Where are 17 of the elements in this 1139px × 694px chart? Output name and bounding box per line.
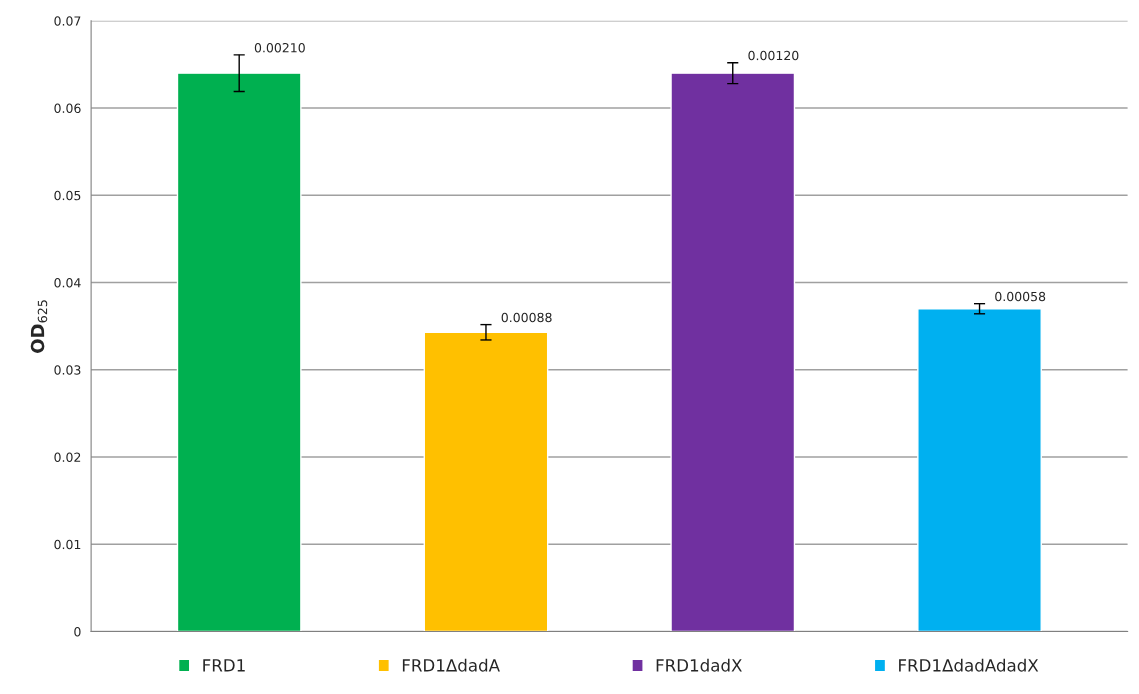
legend-label: FRD1dadX [656, 658, 742, 672]
y-axis-title: OD$_{625}$ [30, 300, 48, 353]
y-tick-label: 0.05 [54, 190, 81, 201]
y-tick-label: 0.04 [54, 278, 81, 288]
legend-label: FRD1ΔdadA [402, 658, 500, 672]
y-tick-label: 0.03 [54, 365, 81, 375]
annotation: 0.00120 [748, 50, 799, 61]
y-tick-label: 0.01 [54, 539, 81, 550]
legend-label: FRD1 [203, 659, 245, 672]
annotation: 0.00088 [501, 312, 552, 323]
y-tick-label: 0.07 [54, 16, 81, 26]
y-tick-label: 0 [74, 627, 81, 637]
annotation: 0.00058 [995, 291, 1046, 302]
annotation: 0.00210 [254, 42, 305, 53]
y-tick-label: 0.06 [54, 103, 81, 113]
legend-label: FRD1ΔdadAdadX [899, 658, 1039, 672]
y-tick-label: 0.02 [54, 452, 81, 462]
